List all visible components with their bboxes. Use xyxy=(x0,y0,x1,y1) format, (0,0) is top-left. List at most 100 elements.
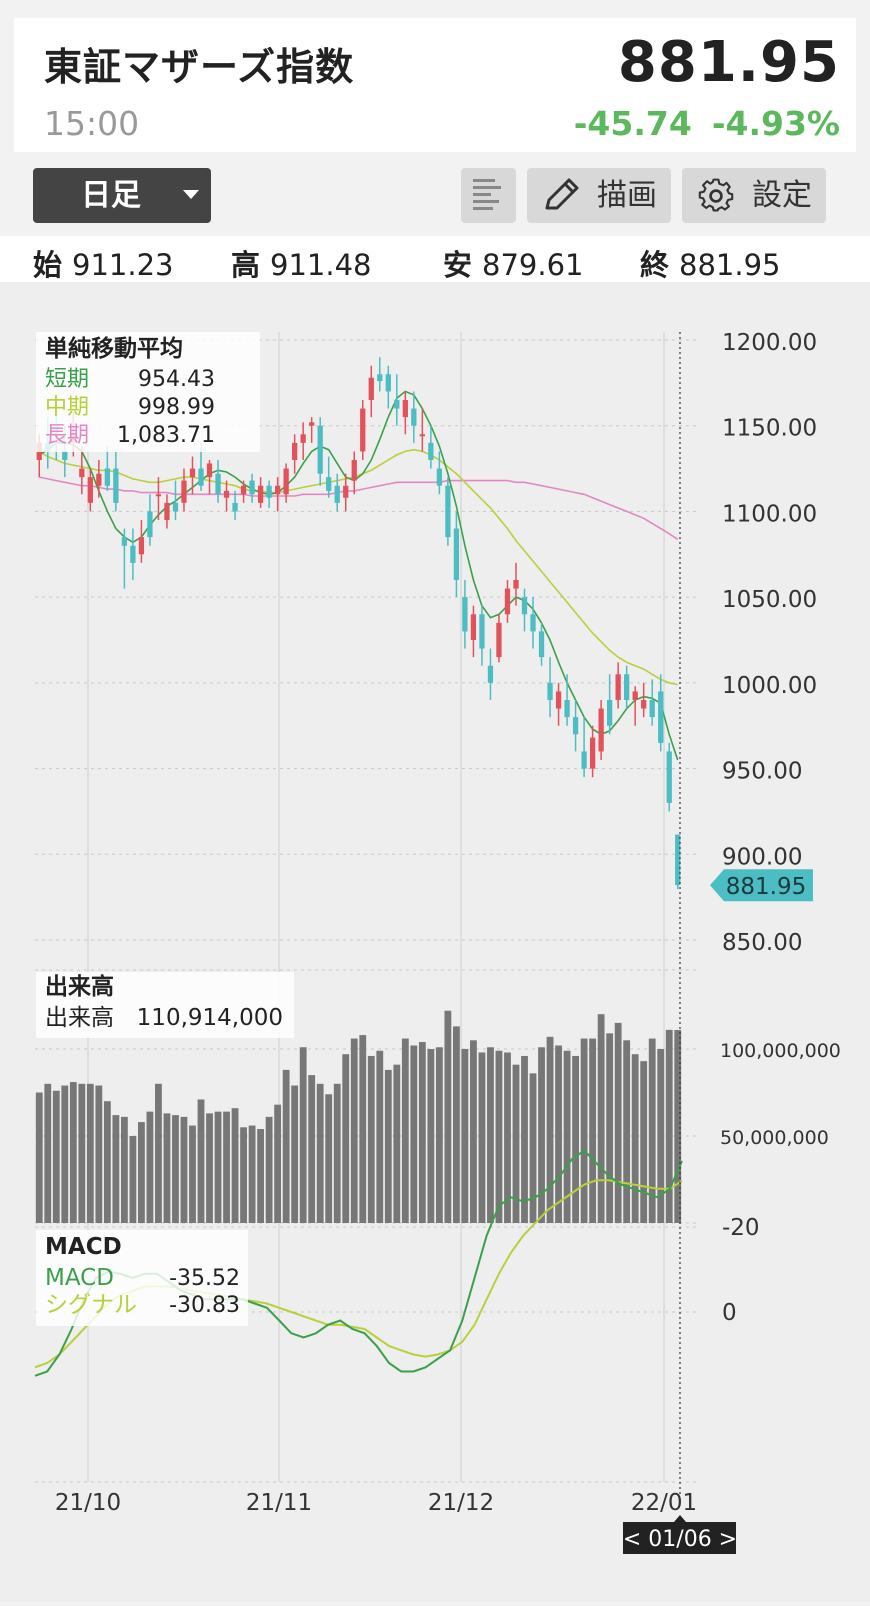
ma-legend-name: 長期 xyxy=(45,423,89,448)
candle-body xyxy=(453,528,460,580)
volume-bar xyxy=(52,1090,60,1223)
ma-legend-name: 短期 xyxy=(45,367,89,392)
volume-bar xyxy=(155,1083,162,1223)
candle-body xyxy=(96,473,102,486)
volume-bar xyxy=(138,1122,145,1223)
volume-bar xyxy=(674,1030,682,1223)
candle-body xyxy=(351,460,357,481)
candle-body xyxy=(317,425,323,474)
candle-body xyxy=(300,434,306,443)
candle-body xyxy=(479,614,485,649)
volume-bar xyxy=(342,1054,350,1223)
period-selector[interactable]: 日足 xyxy=(33,168,211,223)
chevron-down-icon xyxy=(183,190,199,199)
candle-body xyxy=(155,494,162,497)
candle-body xyxy=(257,485,264,503)
x-tick-label: 21/12 xyxy=(428,1490,494,1516)
volume-bar xyxy=(546,1036,554,1223)
volume-bar xyxy=(359,1035,367,1223)
x-tick-label: 22/01 xyxy=(631,1490,697,1516)
volume-bar xyxy=(206,1113,213,1223)
volume-bar xyxy=(197,1099,205,1223)
volume-bar xyxy=(282,1069,290,1223)
volume-bar xyxy=(512,1064,520,1223)
candle-body xyxy=(675,834,681,886)
volume-bar xyxy=(120,1116,128,1223)
volume-bar xyxy=(657,1049,665,1223)
volume-bar xyxy=(223,1111,230,1223)
volume-bar xyxy=(189,1125,196,1223)
volume-bar xyxy=(333,1083,341,1223)
ma-legend-value: 954.43 xyxy=(138,367,215,392)
low-item: 安 879.61 xyxy=(443,242,584,284)
price-tick-label: 1150.00 xyxy=(722,416,817,442)
candle-body xyxy=(547,682,553,700)
candle-body xyxy=(240,485,247,495)
candle-body xyxy=(513,580,519,589)
volume-bar xyxy=(172,1115,179,1223)
long-ma-line xyxy=(39,476,679,541)
cursor-date-label: < 01/06 > xyxy=(623,1527,737,1552)
candle-body xyxy=(641,700,647,709)
candle-body xyxy=(232,502,238,512)
candle-body xyxy=(394,400,400,409)
candle-body xyxy=(487,665,494,683)
candle-body xyxy=(147,511,153,538)
high-label: 高 xyxy=(231,248,261,282)
volume-bar xyxy=(231,1108,239,1223)
cursor-pointer-icon xyxy=(674,1515,686,1522)
volume-tick-label: 100,000,000 xyxy=(720,1040,841,1062)
volume-bar xyxy=(555,1045,562,1223)
candle-body xyxy=(428,442,434,460)
cursor-date-box[interactable] xyxy=(623,1522,736,1554)
candle-body xyxy=(79,468,85,478)
volume-bar xyxy=(376,1050,384,1223)
volume-bar xyxy=(418,1042,426,1223)
candle-body xyxy=(309,422,315,426)
candle-body xyxy=(589,737,596,769)
volume-bar xyxy=(257,1129,265,1223)
volume-bar xyxy=(597,1014,605,1223)
candle-body xyxy=(615,674,621,700)
candle-body xyxy=(419,434,425,437)
volume-bar xyxy=(435,1047,443,1223)
x-tick-label: 21/10 xyxy=(55,1490,121,1516)
candle-body xyxy=(334,485,340,503)
chart-area[interactable]: 1200.00 1150.00 1100.00 1050.00 1000.00 950.0… xyxy=(0,282,870,1602)
candle-body xyxy=(496,622,502,658)
volume-bar xyxy=(265,1116,273,1223)
volume-bar xyxy=(401,1038,409,1223)
price-change: -45.74 -4.93% xyxy=(554,104,840,143)
candle-body xyxy=(164,502,170,520)
macd-tick-label: 0 xyxy=(722,1300,737,1326)
volume-legend-value: 110,914,000 xyxy=(137,1005,283,1031)
stock-chart[interactable]: 1200.00 1150.00 1100.00 1050.00 1000.00 950.0… xyxy=(0,282,870,1602)
volume-bar xyxy=(410,1045,418,1223)
volume-bar xyxy=(478,1052,486,1223)
macd-legend-name: シグナル xyxy=(45,1292,137,1318)
candle-body xyxy=(504,588,511,615)
candle-body xyxy=(385,374,391,392)
volume-bar xyxy=(69,1082,77,1223)
short-ma-line xyxy=(38,390,679,761)
volume-bar xyxy=(163,1113,171,1223)
volume-bar xyxy=(580,1038,588,1223)
macd-legend-value: -35.52 xyxy=(169,1266,240,1291)
volume-bar xyxy=(86,1083,94,1223)
volume-bar xyxy=(504,1052,511,1223)
low-value: 879.61 xyxy=(482,248,584,282)
ma-legend-title: 単純移動平均 xyxy=(45,335,183,362)
candle-body xyxy=(530,614,536,632)
board-button[interactable] xyxy=(461,168,516,223)
candle-body xyxy=(436,468,443,486)
draw-button[interactable]: 描画 xyxy=(527,168,671,223)
candle-body xyxy=(326,477,332,491)
candle-body xyxy=(555,691,562,709)
settings-button[interactable]: 設定 xyxy=(682,168,826,223)
candle-body xyxy=(181,480,187,503)
volume-bar xyxy=(274,1104,282,1223)
candle-body xyxy=(215,473,221,495)
volume-bar xyxy=(521,1055,528,1223)
volume-bar xyxy=(308,1075,316,1223)
candle-body xyxy=(360,408,366,452)
